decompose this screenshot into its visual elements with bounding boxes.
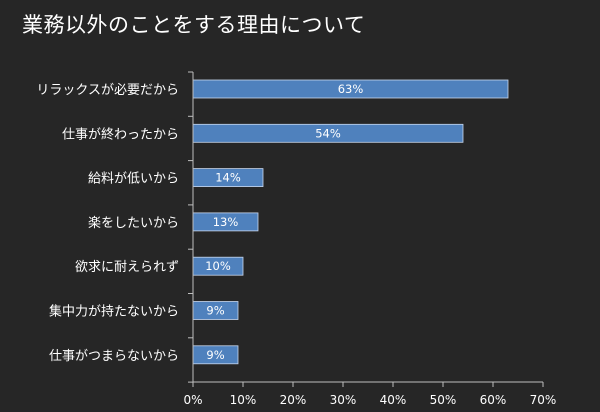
- category-label-3: 給料が低いから: [88, 172, 179, 187]
- x-tick-label-4: 40%: [380, 393, 407, 407]
- data-label-3: 14%: [215, 171, 241, 185]
- x-tick-label-2: 20%: [280, 393, 307, 407]
- category-label-7: 仕事がつまらないから: [49, 349, 179, 364]
- category-label-6: 集中力が持たないから: [49, 304, 179, 320]
- category-label-2: 仕事が終わったから: [62, 126, 179, 142]
- x-tick-label-0: 0%: [183, 393, 202, 407]
- data-label-4: 13%: [213, 215, 239, 229]
- data-label-6: 9%: [206, 304, 224, 318]
- x-tick-label-6: 60%: [480, 393, 507, 407]
- data-label-2: 54%: [315, 126, 341, 140]
- category-label-1: リラックスが必要だから: [36, 83, 179, 98]
- x-tick-label-3: 30%: [330, 393, 357, 407]
- x-tick-label-1: 10%: [230, 393, 257, 407]
- chart-title: 業務以外のことをする理由について: [22, 13, 366, 37]
- data-label-5: 10%: [205, 259, 231, 273]
- x-tick-label-7: 70%: [530, 393, 557, 407]
- data-label-1: 63%: [338, 82, 364, 96]
- category-label-5: 欲求に耐えられず: [75, 259, 179, 275]
- data-label-7: 9%: [206, 348, 224, 362]
- x-tick-label-5: 50%: [430, 393, 457, 407]
- category-label-4: 楽をしたいから: [88, 215, 179, 231]
